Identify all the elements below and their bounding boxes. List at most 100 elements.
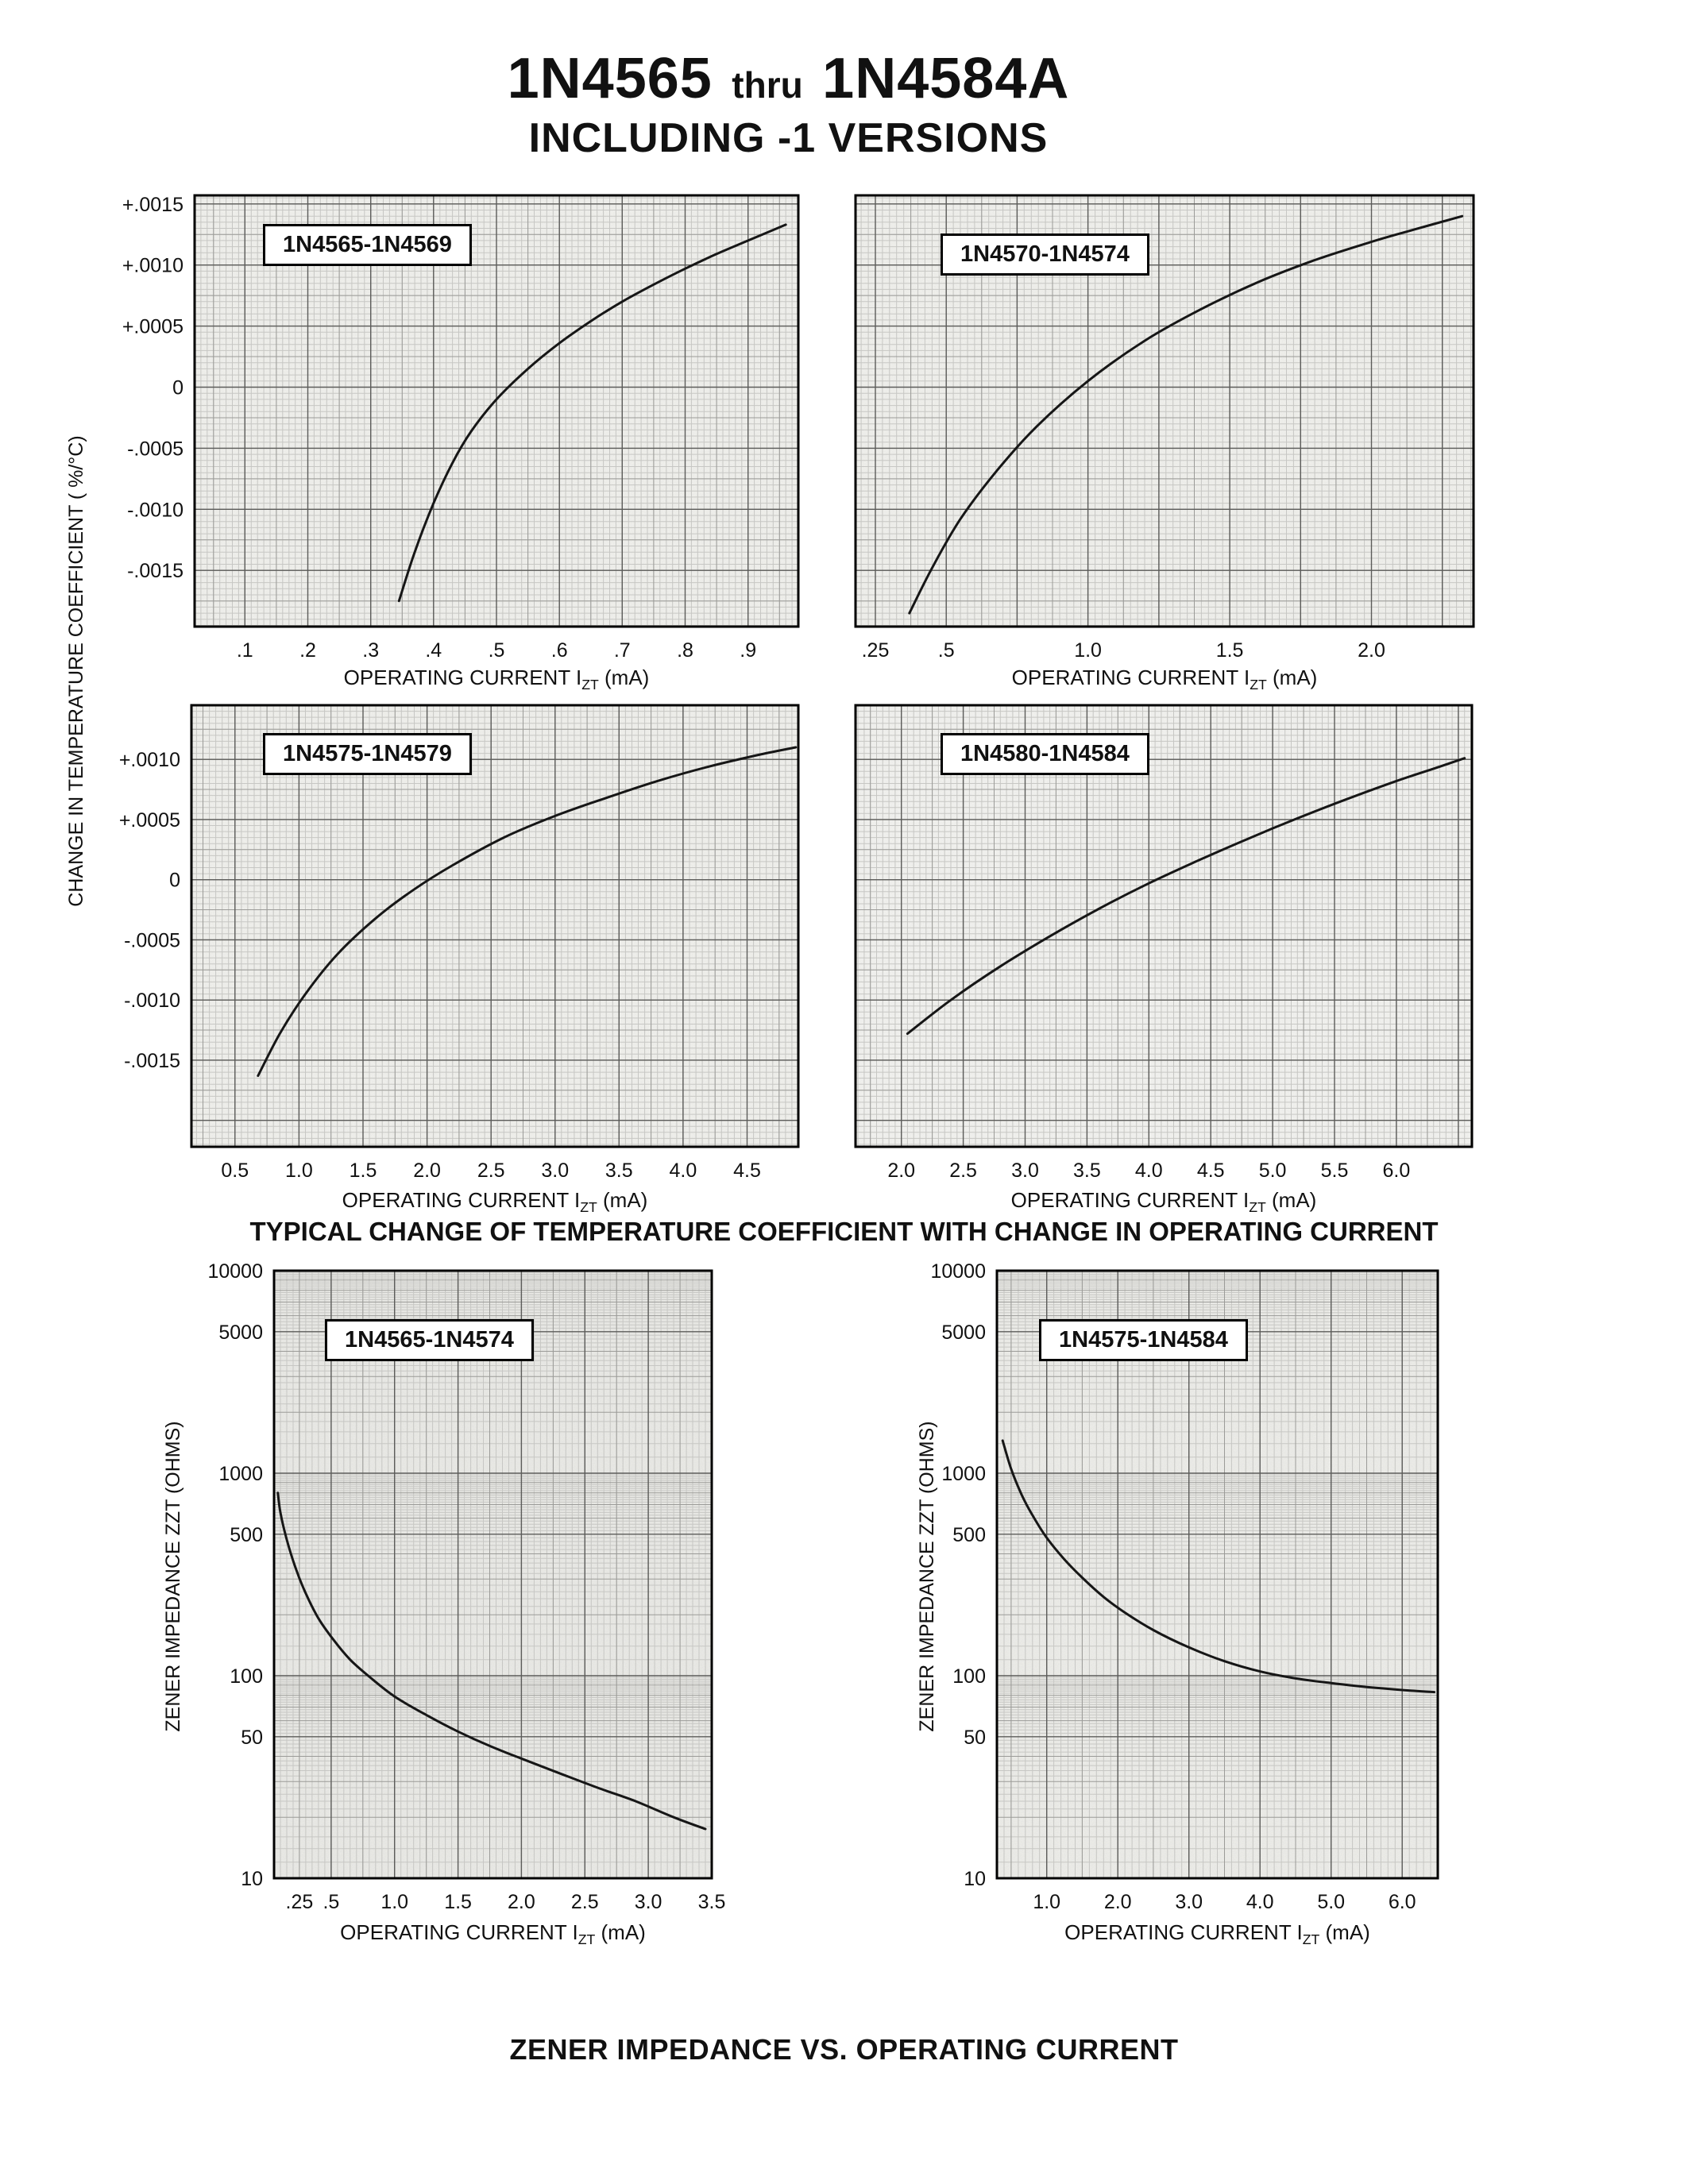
tick-label: 4.5: [1197, 1160, 1225, 1182]
x-axis-label-post: (mA): [595, 1920, 646, 1944]
chart-canvas: .1 .2 .3 .4 .5 .6 .7 .8 .9 +.0015 +.0010 +.0005 0 -.0…: [122, 194, 800, 662]
chart-canvas-host: .1 .2 .3 .4 .5 .6 .7 .8 .9 +.0015 +.0010 +.0005 0 -.0…: [107, 184, 838, 696]
tick-label: 2.0: [413, 1160, 441, 1182]
tick-label: 2.0: [1358, 639, 1385, 662]
x-axis-label-pre: OPERATING CURRENT I: [342, 1188, 581, 1212]
tick-label: .9: [740, 639, 756, 662]
tick-label: 4.0: [1246, 1891, 1274, 1913]
chart-title-box: 1N4570-1N4574: [941, 233, 1149, 276]
chart-tc-1n4580-1n4584: 1N4580-1N4584 2.0 2.5 3.0 3.5 4.0 4.5 5.0 5.5 6.…: [767, 694, 1513, 1210]
x-axis-label-subscript: ZT: [1249, 1199, 1266, 1216]
x-axis-label-pre: OPERATING CURRENT I: [340, 1920, 578, 1944]
tick-label: .25: [286, 1891, 314, 1913]
tick-label: 1.0: [285, 1160, 313, 1182]
tick-label: -.0015: [127, 560, 183, 582]
x-axis-label: OPERATING CURRENT IZT (mA): [997, 1920, 1438, 1948]
chart-title-box: 1N4565-1N4569: [263, 224, 472, 266]
tick-label: -.0015: [124, 1050, 180, 1072]
tick-label: 1.0: [380, 1891, 408, 1913]
tick-label: 3.0: [635, 1891, 662, 1913]
caption-zener-impedance: ZENER IMPEDANCE VS. OPERATING CURRENT: [509, 2033, 1179, 2066]
tick-label: 5.5: [1321, 1160, 1349, 1182]
chart-tc-1n4575-1n4579: 1N4575-1N4579 0.5 1.0 1.5 2.0 2.5 3.0 3.5 4.0 4.…: [104, 694, 838, 1210]
x-axis-label: OPERATING CURRENT IZT (mA): [856, 666, 1474, 693]
tick-label: 100: [230, 1665, 263, 1688]
tick-label: .5: [938, 639, 955, 662]
tick-label: 1.0: [1074, 639, 1102, 662]
tick-label: 100: [952, 1665, 986, 1688]
tick-label: 5.0: [1317, 1891, 1345, 1913]
x-axis-label-pre: OPERATING CURRENT I: [1010, 1188, 1250, 1212]
x-axis-label: OPERATING CURRENT IZT (mA): [191, 1188, 798, 1216]
chart-canvas: 2.0 2.5 3.0 3.5 4.0 4.5 5.0 5.5 6.0: [854, 704, 1474, 1182]
page-title: 1N4565 thru 1N4584A: [0, 46, 1632, 111]
tick-label: 1.5: [350, 1160, 377, 1182]
tick-label: .6: [551, 639, 568, 662]
chart-title-box: 1N4565-1N4574: [325, 1319, 534, 1361]
x-axis-label-post: (mA): [598, 666, 650, 689]
chart-tc-1n4565-1n4569: 1N4565-1N4569 .1 .2 .3 .4 .5 .6 .7 .8 .9 +.0015 +.…: [107, 184, 838, 693]
chart-title-box: 1N4580-1N4584: [941, 733, 1149, 775]
tick-label: 1.5: [1216, 639, 1244, 662]
tick-label: 500: [952, 1524, 986, 1546]
tick-label: 2.5: [949, 1160, 977, 1182]
data-curve: [257, 746, 798, 1078]
tick-label: 3.5: [698, 1891, 726, 1913]
tick-label: 5000: [941, 1322, 986, 1344]
tick-label: -.0005: [124, 929, 180, 951]
tick-label: .8: [677, 639, 693, 662]
tick-label: +.0005: [119, 809, 180, 832]
data-curve: [1001, 1439, 1435, 1694]
tick-label: 3.5: [1073, 1160, 1101, 1182]
tick-label: .4: [425, 639, 442, 662]
tick-label: 1000: [941, 1463, 986, 1485]
data-curve: [397, 223, 787, 603]
tick-label: 2.5: [571, 1891, 599, 1913]
tick-label: -.0010: [127, 499, 183, 521]
tick-label: +.0010: [119, 749, 180, 771]
tick-label: +.0005: [122, 316, 183, 338]
page-title-thru: thru: [732, 64, 803, 106]
chart-canvas: .25 .5 1.0 1.5 2.0 2.5 3.0 3.5 10000 5000 1000 500 1…: [207, 1260, 726, 1913]
page-title-part1: 1N4565: [507, 47, 713, 110]
x-axis-label-subscript: ZT: [1250, 677, 1267, 693]
chart-impedance-1n4575-1n4584: 1N4575-1N4584 1.0 2.0 3.0 4.0 5.0 6.0 10000 500…: [906, 1260, 1477, 1935]
tick-label: 4.5: [733, 1160, 761, 1182]
chart-title-box: 1N4575-1N4584: [1039, 1319, 1248, 1361]
data-curve: [906, 757, 1466, 1036]
caption-temp-coefficient: TYPICAL CHANGE OF TEMPERATURE COEFFICIEN…: [249, 1217, 1439, 1246]
tick-label: 3.5: [605, 1160, 633, 1182]
x-axis-label-post: (mA): [1265, 1188, 1317, 1212]
tick-label: 50: [241, 1727, 263, 1749]
x-axis-label-post: (mA): [1319, 1920, 1370, 1944]
tick-label: 3.0: [1011, 1160, 1039, 1182]
tick-label: +.0015: [122, 194, 183, 216]
x-axis-label: OPERATING CURRENT IZT (mA): [195, 666, 798, 693]
tick-label: .3: [362, 639, 379, 662]
tick-label: 3.0: [1175, 1891, 1203, 1913]
chart-title-box: 1N4575-1N4579: [263, 733, 472, 775]
tick-label: 10000: [207, 1260, 263, 1283]
chart-canvas-host: 1.0 2.0 3.0 4.0 5.0 6.0 10000 5000 1000 500 100 50 1…: [906, 1260, 1477, 1939]
x-axis-label-post: (mA): [597, 1188, 648, 1212]
x-axis-label-subscript: ZT: [581, 677, 599, 693]
tick-label: +.0010: [122, 255, 183, 277]
y-axis-label-temp-coefficient: CHANGE IN TEMPERATURE COEFFICIENT ( %/°C…: [65, 435, 87, 907]
chart-canvas-host: 0.5 1.0 1.5 2.0 2.5 3.0 3.5 4.0 4.5 +.0010 +.0005 0…: [104, 694, 838, 1214]
tick-label: 0.5: [221, 1160, 249, 1182]
tick-label: 5.0: [1259, 1160, 1287, 1182]
x-axis-label-subscript: ZT: [580, 1199, 597, 1216]
page-header: 1N4565 thru 1N4584A INCLUDING -1 VERSION…: [0, 46, 1632, 162]
tick-label: .1: [237, 639, 253, 662]
data-curve: [276, 1491, 707, 1831]
tick-label: 4.0: [670, 1160, 697, 1182]
tick-label: 2.0: [508, 1891, 535, 1913]
x-axis-label-subscript: ZT: [577, 1931, 596, 1948]
tick-label: 4.0: [1135, 1160, 1163, 1182]
tick-label: 0: [172, 377, 183, 399]
tick-label: .7: [614, 639, 631, 662]
x-axis-label-pre: OPERATING CURRENT I: [343, 666, 582, 689]
tick-label: 6.0: [1383, 1160, 1411, 1182]
x-axis-label-post: (mA): [1266, 666, 1318, 689]
chart-canvas-host: 2.0 2.5 3.0 3.5 4.0 4.5 5.0 5.5 6.0: [767, 694, 1513, 1214]
